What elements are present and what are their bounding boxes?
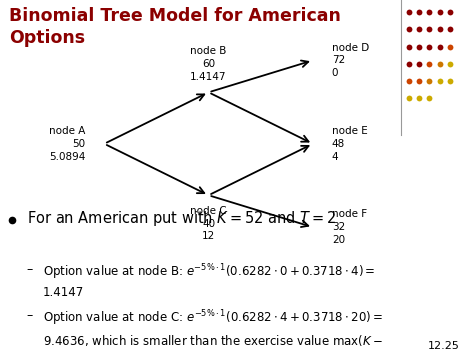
Text: Option value at node B: $e^{-5\%\cdot1}(0.6282 \cdot 0 + 0.3718 \cdot 4) =$
1.41: Option value at node B: $e^{-5\%\cdot1}(…: [43, 263, 375, 299]
Text: node D
72
0: node D 72 0: [332, 43, 369, 78]
Text: node B
60
1.4147: node B 60 1.4147: [190, 46, 227, 82]
Text: –: –: [26, 263, 32, 276]
Text: node C
40
12: node C 40 12: [190, 206, 227, 241]
Text: node F
32
20: node F 32 20: [332, 209, 367, 245]
Text: Binomial Tree Model for American
Options: Binomial Tree Model for American Options: [9, 7, 341, 47]
Text: node E
48
4: node E 48 4: [332, 126, 367, 162]
Text: –: –: [26, 309, 32, 322]
Text: For an American put with $K = 52$ and $T = 2$: For an American put with $K = 52$ and $T…: [27, 209, 337, 228]
Text: 12.25: 12.25: [428, 342, 460, 351]
Text: node A
50
5.0894: node A 50 5.0894: [49, 126, 85, 162]
Text: Option value at node C: $e^{-5\%\cdot1}(0.6282 \cdot 4 + 0.3718 \cdot 20) =$
9.4: Option value at node C: $e^{-5\%\cdot1}(…: [43, 309, 383, 348]
